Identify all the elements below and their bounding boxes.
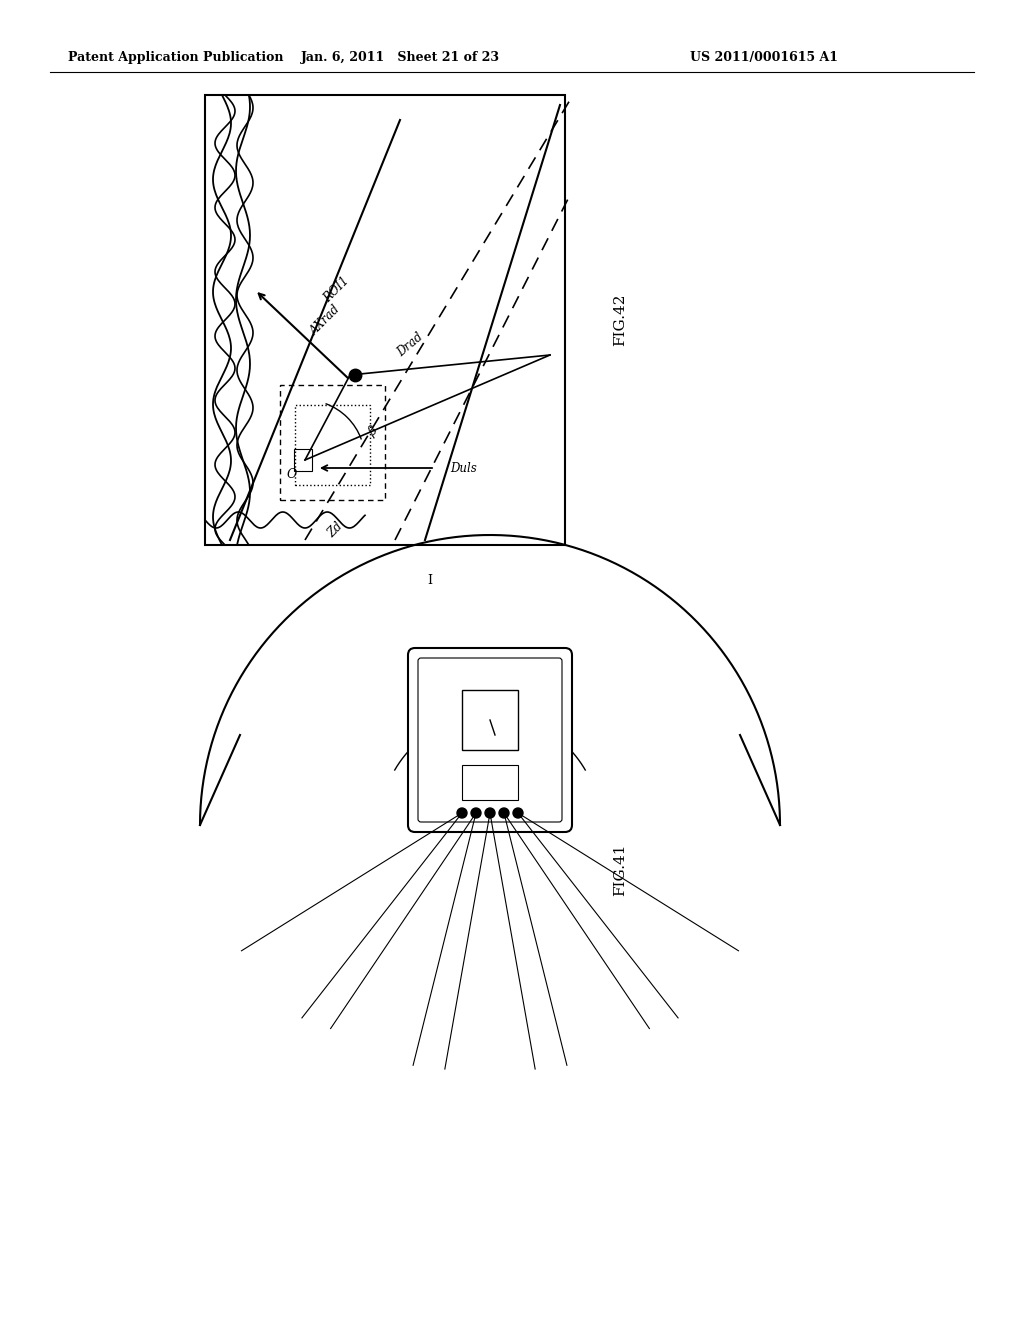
Circle shape xyxy=(471,808,481,818)
Text: FIG.41: FIG.41 xyxy=(613,843,627,896)
Text: Jan. 6, 2011   Sheet 21 of 23: Jan. 6, 2011 Sheet 21 of 23 xyxy=(300,51,500,65)
FancyBboxPatch shape xyxy=(408,648,572,832)
FancyBboxPatch shape xyxy=(418,657,562,822)
Text: ROI1: ROI1 xyxy=(322,275,352,305)
Text: β: β xyxy=(366,425,380,440)
Text: Drad: Drad xyxy=(394,330,426,359)
Bar xyxy=(205,95,565,545)
Text: Zd: Zd xyxy=(325,520,345,540)
Text: O: O xyxy=(287,469,297,480)
Bar xyxy=(462,690,518,750)
Circle shape xyxy=(485,808,495,818)
Bar xyxy=(295,405,370,484)
Text: Duls: Duls xyxy=(450,462,477,474)
Text: AXrad: AXrad xyxy=(307,302,343,338)
Bar xyxy=(462,766,518,800)
Text: I: I xyxy=(427,573,432,586)
Text: US 2011/0001615 A1: US 2011/0001615 A1 xyxy=(690,51,838,65)
Circle shape xyxy=(513,808,523,818)
Bar xyxy=(280,385,385,500)
Circle shape xyxy=(457,808,467,818)
Text: FIG.42: FIG.42 xyxy=(613,294,627,346)
Text: Patent Application Publication: Patent Application Publication xyxy=(68,51,284,65)
Bar xyxy=(294,449,312,471)
Circle shape xyxy=(499,808,509,818)
